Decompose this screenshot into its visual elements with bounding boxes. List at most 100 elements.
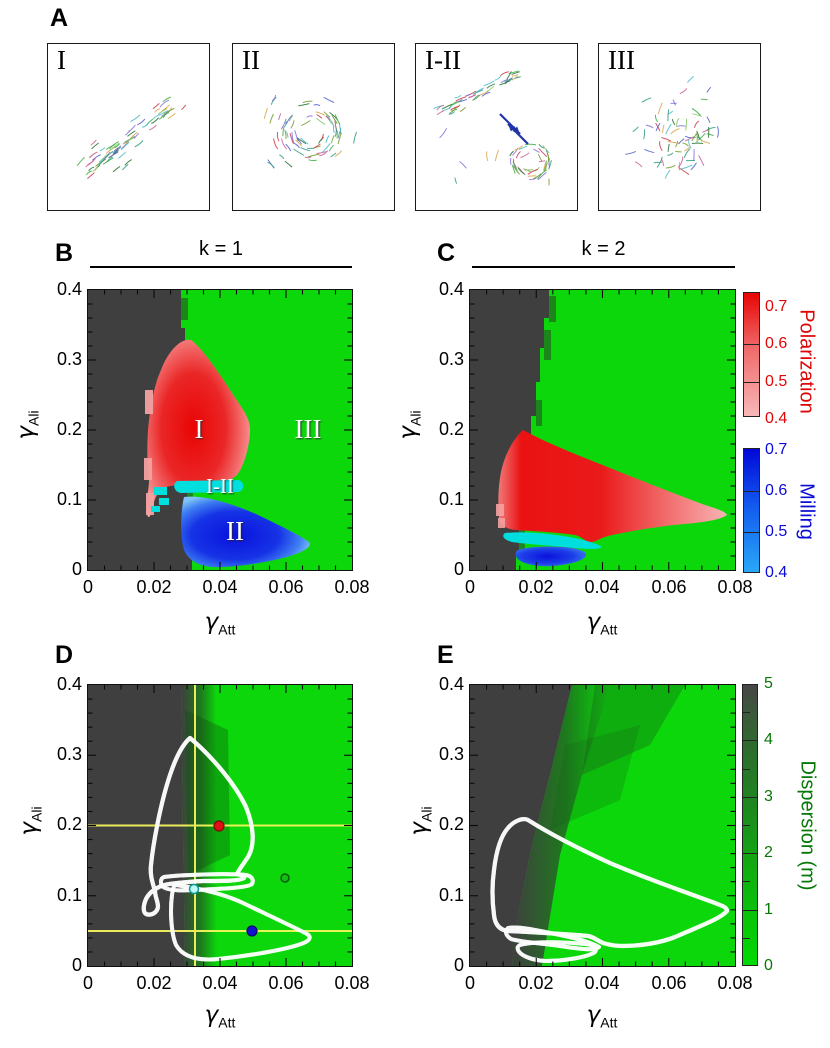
tick-label: 0.7	[765, 298, 788, 315]
tick-label: 2	[764, 844, 773, 861]
region-milling-blob	[515, 546, 587, 567]
marker-milling-blue	[246, 925, 258, 937]
tick-label: 0.1	[438, 489, 464, 509]
exchange-arrows-icon	[499, 113, 529, 145]
box-label-II: II	[242, 45, 260, 75]
tick-label: 3	[764, 788, 773, 805]
tick-label: 0.08	[334, 577, 370, 597]
region-I-polarization-blob	[144, 339, 251, 517]
tick-label: 4	[764, 731, 773, 748]
colorbar-minor-tick	[742, 881, 750, 882]
tick-label: 0	[453, 955, 464, 975]
trajectory-box-3: I-II	[415, 43, 578, 211]
colorbar-minor-tick	[742, 825, 750, 826]
tick-label: 0.4	[438, 674, 464, 694]
marker-alternating-cyan	[188, 883, 200, 895]
tick-label: 0.2	[438, 419, 464, 439]
tick-label: 0.06	[651, 577, 687, 597]
marker-polarized-red	[213, 820, 225, 832]
trajectory-box-2: II	[232, 43, 395, 211]
region-I-II-cyan-band	[151, 480, 244, 512]
tick-label: 0.5	[765, 523, 788, 540]
trajectory-box-1: I	[47, 43, 210, 211]
tick-label: 0.02	[518, 577, 554, 597]
trajectory-plot-I-II	[433, 70, 552, 186]
marker-swarm-green-open	[280, 873, 290, 883]
region-labels: I III I-II II	[195, 414, 322, 546]
colorbar-tick	[742, 740, 758, 741]
x-axis-label-d: γAtt	[204, 1002, 236, 1031]
tick-label: 0	[82, 577, 93, 597]
plot-ticks	[470, 290, 735, 570]
colorbar-tick	[743, 491, 760, 492]
dispersion-mid-smudge	[185, 710, 230, 875]
dispersion-mid-smudge-2	[550, 725, 640, 830]
contour-overlays	[493, 819, 730, 963]
plot-ticks	[470, 685, 735, 966]
colorbar-tick	[742, 910, 758, 911]
region-polarized-wedge	[496, 430, 727, 542]
dispersion-map-e	[469, 684, 736, 967]
region-label-II: II	[226, 516, 244, 546]
box-label-I: I	[57, 45, 66, 75]
tick-label: 0.3	[438, 349, 464, 369]
tick-label: 0.1	[56, 489, 82, 509]
tick-label: 0.6	[765, 482, 788, 499]
region-cyan-band	[503, 532, 602, 549]
trajectory-plot-II	[263, 95, 357, 169]
tick-label: 0.1	[56, 885, 82, 905]
colorbar-milling	[743, 448, 760, 573]
trajectory-plot-III	[625, 75, 719, 179]
tick-label: 0.4	[56, 674, 82, 694]
tick-label: 0.08	[334, 973, 370, 993]
tick-label: 0.02	[136, 577, 172, 597]
tick-label: 0	[82, 973, 93, 993]
trajectory-box-4: III	[598, 43, 761, 211]
panel-c-letter: C	[437, 239, 457, 267]
colorbar-tick	[742, 853, 758, 854]
panel-c-title-underline	[472, 266, 735, 268]
tick-label: 0.5	[765, 373, 788, 390]
tick-label: 0	[71, 559, 82, 579]
dispersion-gradient-band	[512, 685, 610, 966]
dispersion-high-gray	[470, 685, 572, 966]
colorbar-tick	[743, 344, 760, 345]
colorbar-dispersion-label: Dispersion (m)	[796, 760, 819, 891]
tick-label: 0.06	[268, 973, 304, 993]
colorbar-tick	[742, 797, 758, 798]
tick-label: 0.06	[268, 577, 304, 597]
colorbar-tick	[743, 382, 760, 383]
region-dispersed-gray	[470, 290, 549, 570]
tick-label: 0.04	[584, 973, 620, 993]
tick-label: 0.2	[56, 419, 82, 439]
panel-a-letter: A	[50, 4, 70, 32]
x-axis-label-c: γAtt	[586, 609, 618, 638]
dispersion-map-d	[87, 684, 353, 967]
panel-e-letter: E	[437, 641, 455, 669]
tick-label: 0.02	[136, 973, 172, 993]
tick-label: 0.3	[56, 349, 82, 369]
region-label-I-II: I-II	[206, 474, 234, 498]
x-axis-label-b: γAtt	[204, 609, 236, 638]
box-label-I-II: I-II	[425, 45, 461, 75]
dispersion-mid-smudge-1	[582, 685, 685, 775]
parameter-markers	[188, 820, 290, 937]
x-axis-label-e: γAtt	[586, 1002, 618, 1031]
tick-label: 0.06	[651, 973, 687, 993]
colorbar-milling-label: Milling	[795, 483, 818, 540]
colorbar-minor-tick	[742, 938, 750, 939]
tick-label: 1	[764, 901, 773, 918]
tick-label: 0.4	[765, 564, 788, 581]
tick-label: 0.4	[438, 279, 464, 299]
tick-label: 0.2	[438, 814, 464, 834]
tick-label: 0.1	[438, 885, 464, 905]
panel-b-title: k = 1	[199, 238, 243, 260]
tick-label: 0.3	[438, 744, 464, 764]
contour-overlays	[144, 735, 312, 962]
panel-d-letter: D	[55, 641, 75, 669]
heatmap-c	[469, 289, 736, 571]
colorbar-minor-tick	[742, 769, 750, 770]
tick-label: 0.04	[202, 577, 238, 597]
tick-label: 0	[464, 973, 475, 993]
